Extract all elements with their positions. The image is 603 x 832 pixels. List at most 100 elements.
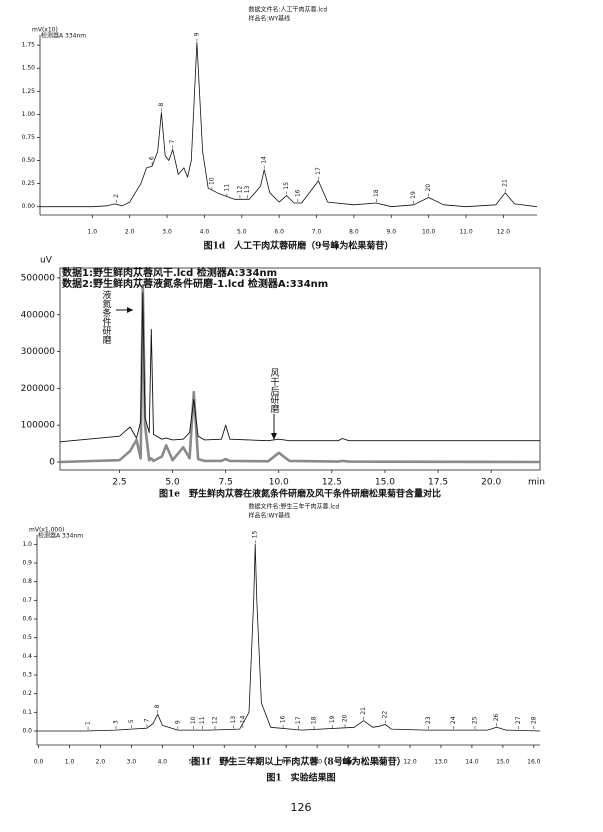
y-tick-label: 1.25 [22, 88, 36, 95]
peak-label: 18 [373, 189, 380, 197]
chart-caption: 图1d 人工干肉苁蓉研磨（9号峰为松果菊苷） [204, 240, 394, 252]
x-tick-label: 8.0 [349, 229, 359, 236]
x-tick-label: 7.5 [218, 478, 232, 488]
peak-label: 22 [382, 711, 389, 719]
file-header: 数据文件名:人工干肉苁蓉.lcd [249, 6, 328, 14]
detector-label: 检测器A 334nm [41, 32, 86, 40]
annotation: 风干后研磨 [269, 368, 280, 414]
peak-label: 24 [450, 716, 457, 724]
peak-label: 28 [530, 716, 537, 724]
x-tick-label: 4.0 [158, 759, 168, 766]
y-tick-label: 0.8 [22, 578, 32, 585]
peak-label: 3 [112, 720, 119, 724]
peak-label: 25 [471, 716, 478, 724]
x-tick-label: 11.0 [459, 229, 473, 236]
chart-caption: 图1e 野生鲜肉苁蓉在液氮条件研磨及风干条件研磨松果菊苷含量对比 [159, 488, 441, 500]
y-tick-label: 0.7 [22, 597, 32, 604]
y-axis-label: uV [40, 256, 53, 266]
y-tick-label: 0.0 [22, 728, 32, 735]
y-tick-label: 100000 [21, 421, 56, 431]
legend-entry: 数据1:野生鲜肉苁蓉风干.lcd 检测器A:334nm [62, 266, 277, 279]
y-tick-label: 0.25 [22, 180, 36, 187]
x-tick-label: 12.5 [322, 478, 342, 488]
y-tick-label: 0.00 [22, 203, 36, 210]
y-tick-label: 200000 [21, 384, 56, 394]
peak-label: 16 [280, 715, 287, 723]
y-tick-label: 300000 [21, 347, 56, 357]
peak-label: 1 [85, 721, 92, 725]
peak-label: 21 [502, 179, 509, 187]
x-tick-label: 11.0 [372, 759, 386, 766]
x-axis-label: min [528, 478, 545, 488]
x-tick-label: 2.5 [112, 478, 126, 488]
x-tick-label: 1.0 [88, 229, 98, 236]
peak-label: 13 [230, 716, 237, 724]
x-tick-label: 7.0 [312, 229, 322, 236]
peak-label: 21 [360, 707, 367, 715]
y-tick-label: 0.4 [22, 653, 32, 660]
annotation: 液氮条件研磨 [101, 289, 112, 345]
x-tick-label: 6.0 [219, 759, 229, 766]
peak-label: 19 [410, 191, 417, 199]
y-tick-label: 1.50 [22, 65, 36, 72]
file-header: 样品名:WY基线 [249, 15, 291, 23]
x-tick-label: 2.0 [96, 759, 106, 766]
x-tick-label: 5.0 [237, 229, 247, 236]
x-tick-label: 14.0 [465, 759, 479, 766]
peak-label: 27 [515, 716, 522, 724]
trace [40, 42, 538, 208]
y-tick-label: 500000 [21, 273, 56, 283]
y-axis-label: mV(x1,000) [29, 527, 64, 534]
file-header: 样品名:WY基线 [249, 512, 291, 520]
peak-label: 18 [311, 716, 318, 724]
y-tick-label: 0.1 [22, 709, 32, 716]
y-axis-label: mV(x10) [32, 27, 58, 34]
y-tick-label: 0.75 [22, 134, 36, 141]
x-tick-label: 2.0 [125, 229, 135, 236]
x-tick-label: 9.0 [312, 759, 322, 766]
x-tick-label: 10.0 [341, 759, 355, 766]
x-tick-label: 8.0 [281, 759, 291, 766]
peak-label: 9 [193, 32, 200, 36]
y-tick-label: 1.0 [22, 541, 32, 548]
x-tick-label: 5.0 [165, 478, 180, 488]
peak-label: 9 [174, 720, 181, 724]
peak-label: 20 [425, 184, 432, 192]
peak-label: 14 [239, 715, 246, 723]
peak-label: 15 [283, 182, 290, 190]
legend-entry: 数据2:野生鲜肉苁蓉液氮条件研磨-1.lcd 检测器A:334nm [62, 277, 328, 290]
peak-label: 14 [261, 156, 268, 164]
x-tick-label: 4.0 [200, 229, 210, 236]
peak-label: 17 [295, 716, 302, 724]
x-tick-label: 3.0 [162, 229, 172, 236]
peak-label: 2 [113, 194, 120, 198]
x-tick-label: 15.0 [375, 478, 395, 488]
peak-label: 7 [143, 718, 150, 722]
peak-label: 20 [341, 714, 348, 722]
peak-label: 12 [211, 716, 218, 724]
x-tick-label: 10.0 [269, 478, 289, 488]
y-tick-label: 0.5 [22, 634, 32, 641]
plot-frame [59, 267, 541, 471]
peak-label: 12 [236, 185, 243, 193]
x-tick-label: 15.0 [496, 759, 510, 766]
trace [59, 284, 541, 464]
peak-label: 11 [199, 716, 206, 724]
peak-label: 23 [425, 716, 432, 724]
y-tick-label: 0.6 [22, 616, 32, 623]
trace [37, 543, 541, 732]
x-tick-label: 12.0 [403, 759, 417, 766]
peak-label: 7 [169, 139, 176, 143]
x-tick-label: 13.0 [434, 759, 448, 766]
peak-label: 19 [329, 715, 336, 723]
page-number: 126 [291, 801, 312, 814]
x-tick-label: 9.0 [386, 229, 396, 236]
y-tick-label: 0.2 [22, 690, 32, 697]
peak-label: 10 [208, 177, 215, 185]
y-tick-label: 0.3 [22, 672, 32, 679]
peak-label: 8 [154, 704, 161, 708]
peak-label: 6 [149, 156, 156, 160]
peak-label: 10 [190, 716, 197, 724]
y-tick-label: 1.75 [22, 42, 36, 49]
